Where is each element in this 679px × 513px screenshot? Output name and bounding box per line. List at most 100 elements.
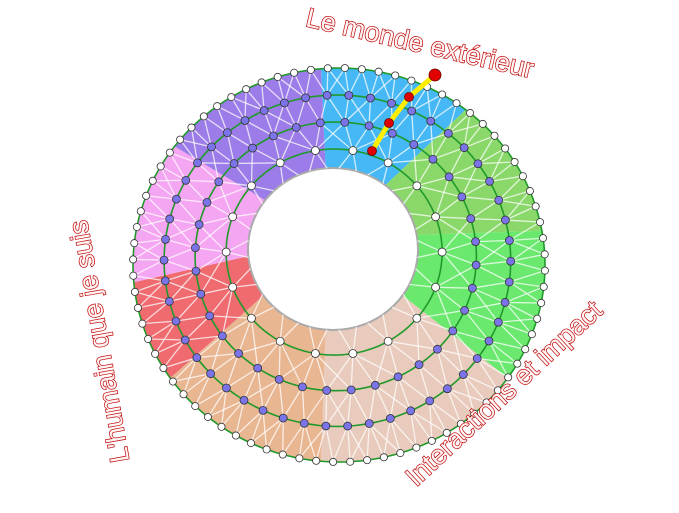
- middle-node: [193, 158, 202, 168]
- inner-node: [383, 336, 393, 346]
- mesh-line: [389, 417, 417, 449]
- mesh-line: [233, 163, 252, 187]
- outer-node: [138, 319, 147, 328]
- mesh-line: [391, 110, 413, 134]
- outer-node: [539, 234, 548, 243]
- mesh-line: [272, 102, 286, 137]
- outer-node: [536, 218, 545, 227]
- mesh-line: [200, 286, 233, 295]
- outer-node: [531, 202, 540, 211]
- outer-node: [329, 457, 338, 466]
- inner-node: [412, 313, 422, 323]
- middle-node: [344, 90, 354, 100]
- mesh-line: [326, 68, 329, 96]
- mesh-line: [498, 175, 524, 201]
- mesh-line: [169, 218, 196, 249]
- middle-node: [343, 421, 353, 431]
- inner-node: [247, 181, 256, 191]
- mesh-line: [389, 418, 401, 454]
- mesh-line: [374, 341, 389, 386]
- middle-node: [505, 236, 514, 245]
- middle-node: [466, 214, 476, 224]
- mesh-line: [472, 281, 510, 289]
- mesh-line: [477, 135, 496, 165]
- mesh-line: [227, 132, 253, 149]
- mesh-line: [413, 144, 418, 186]
- mesh-line: [234, 162, 281, 165]
- mesh-line: [304, 97, 321, 124]
- outer-node: [217, 422, 226, 431]
- mesh-line: [475, 264, 510, 283]
- mesh-line: [429, 400, 433, 441]
- middle-node: [222, 128, 232, 138]
- middle-node: [234, 349, 243, 358]
- middle-node: [214, 177, 224, 187]
- mesh-line: [463, 112, 471, 148]
- mesh-line: [426, 86, 432, 122]
- middle-node: [346, 385, 356, 395]
- middle-node: [414, 360, 424, 370]
- mesh-line: [416, 317, 438, 350]
- mesh-line: [475, 239, 510, 266]
- outer-node: [379, 453, 388, 462]
- outer-node: [295, 454, 304, 463]
- mesh-line: [488, 340, 518, 365]
- mesh-line: [476, 357, 509, 378]
- ring-nodes: [129, 64, 549, 466]
- inner-node: [275, 336, 285, 346]
- middle-node: [248, 143, 257, 153]
- mesh-line: [165, 238, 196, 249]
- mesh-line: [413, 120, 432, 145]
- mesh-line: [418, 364, 448, 390]
- mesh-line: [435, 286, 465, 311]
- mesh-line: [295, 126, 316, 151]
- mesh-line: [137, 300, 170, 309]
- mesh-line: [190, 127, 199, 163]
- mesh-line: [314, 353, 328, 391]
- middle-node: [165, 214, 175, 224]
- mesh-line: [416, 317, 453, 332]
- outer-node: [407, 76, 416, 85]
- mesh-line: [225, 353, 240, 389]
- mesh-line: [262, 410, 268, 450]
- middle-node: [298, 382, 307, 392]
- mesh-line: [344, 95, 350, 123]
- mesh-line: [319, 95, 328, 123]
- mesh-line: [209, 335, 224, 374]
- mesh-line: [196, 352, 239, 359]
- mesh-line: [488, 148, 506, 182]
- mesh-line: [352, 352, 399, 378]
- mesh-line: [207, 399, 245, 418]
- mesh-line: [137, 280, 166, 309]
- mesh-line: [244, 120, 254, 149]
- mesh-line: [416, 318, 420, 365]
- outer-node: [142, 191, 151, 200]
- outer-node: [199, 112, 208, 121]
- mesh-line: [169, 152, 187, 181]
- mesh-line: [498, 199, 536, 207]
- outer-node: [136, 207, 145, 216]
- mesh-line: [277, 76, 306, 99]
- middle-node: [253, 363, 263, 373]
- outer-node: [533, 314, 542, 323]
- mesh-line: [216, 105, 246, 122]
- mesh-line: [464, 301, 506, 312]
- middle-node: [385, 414, 395, 423]
- mesh-line: [452, 330, 464, 375]
- mesh-line: [326, 94, 346, 123]
- mesh-line: [436, 348, 464, 375]
- mesh-line: [435, 216, 471, 220]
- mesh-line: [409, 410, 418, 448]
- mesh-line: [368, 98, 372, 126]
- mesh-line: [447, 388, 487, 404]
- outer-node: [540, 250, 549, 259]
- mesh-line: [446, 388, 462, 425]
- mesh-line: [463, 123, 484, 149]
- outer-node: [357, 65, 366, 74]
- path-node: [404, 92, 414, 102]
- middle-node: [259, 106, 269, 115]
- middle-node: [426, 116, 436, 126]
- mesh-line: [191, 127, 212, 148]
- mesh-line: [447, 103, 458, 134]
